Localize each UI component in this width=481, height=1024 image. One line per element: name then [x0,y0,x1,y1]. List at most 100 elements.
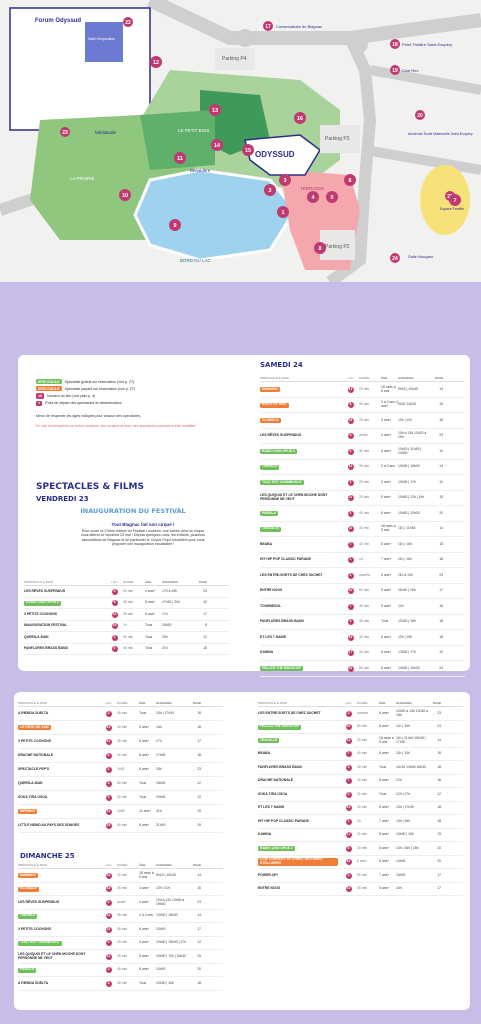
sunday-table-cont: SPECTACLE & FILM LIEU DURÉE ÂGE HORAIRES PAGE… [258,701,463,897]
show-name: TOUT EST CHAMBOULÉ [260,479,304,485]
map-label-petit-bois: LE PETIT BOIS [178,128,209,133]
page-number: 14 [439,464,443,469]
age: 4 ans+ [145,588,156,593]
schedule: 21h [162,646,168,651]
table-row: KAHINA 17 40 min 6 ans+ 13h30 | 16h 19 [258,829,463,843]
show-name: DRACHE NATIONALE [258,778,293,783]
show-name: TWINKLE [260,464,280,470]
table-row: SOKA TIRA OSOA 9 30 min Tous 12h | 17h 12 [258,788,463,802]
age: 18 mois à 5 ans [139,870,154,879]
map-location-number: 6 [348,178,351,184]
schedule: 13h30 | 17h [398,650,416,655]
duration: 50 min [357,872,368,877]
schedule: 9h15 | 10h45 [398,386,418,391]
duration: 1h30 [117,766,125,771]
duration: 30 min [357,737,368,742]
age: 3 ans+ [139,940,150,945]
table-row: QUEEN-A-MAN 3 50 min Tous 20h 12 [24,632,229,644]
show-name: BOITE DE NUIT [260,402,289,408]
schedule: 10h30 | 16h30 [398,464,420,469]
age: 8 ans+ [139,967,150,972]
page-number: 12 [437,791,441,796]
sunday-table: SPECTACLE & FILM LIEU DURÉE ÂGE HORAIRES PAGE… [18,863,223,991]
show-name: TOURNESOL [260,603,282,608]
age: 6 ans+ [139,738,150,743]
age: 4 ans+ [381,433,392,438]
page-number: 16 [439,417,443,422]
page-number: 18 [439,619,443,624]
venue-number: 7 [342,541,359,548]
table-row: LE RÊVE DE SAM 16 40 min 3 ans+ 16h 16 [18,721,223,736]
show-name: FELLED THE MONSTER [260,665,303,671]
venue-number: 2 [342,572,359,579]
header-cell: LIEU [105,701,112,705]
header-cell: ÂGE [139,701,146,705]
table-row: POWER-UP! 3 50 min 7 ans+ 16h30 17 [258,869,463,883]
duration: 50 min [359,588,370,593]
key-tag: 10 [36,393,44,399]
show-name: LES ENTRE-SORTS DE CHEZ SUCHET [260,572,323,577]
age: Tous [139,980,147,985]
show-name: LES QUIQUOI ET LE CHEN MOCHE DONT PERSON… [260,493,328,502]
age: 0 à 3 ans [381,464,395,469]
show-name: BEABA [260,541,273,546]
duration: 30 min [117,794,128,799]
page-number: 12 [203,634,207,639]
header-cell: DURÉE [117,863,128,867]
age: 6 ans+ [379,710,390,715]
table-header: SPECTACLE & FILM LIEU DURÉE ÂGE HORAIRES PAGE [18,863,223,870]
duration: 40 min [117,752,128,757]
map-location-marker [294,112,306,124]
table-row: KAHINA 17 40 min 6 ans+ 13h30 | 17h 19 [260,646,465,662]
map-label-point-theatre: Point Théâtre Saint-Exupéry [402,42,452,47]
show-name: SOKA TIRA OSOA [258,791,288,796]
table-row: TOUT EST CHAMBOULÉ 9 25 min 3 ans+ 10h30 | 1… [260,475,465,491]
duration: 50 min [357,886,368,891]
age: 5 ans+ [379,886,390,891]
schedule: 14h30 [396,859,406,864]
duration: 35 min [359,603,370,608]
key-item: SPECTACLE Spectacle gratuit sur réservati… [36,379,226,385]
duration: 40 min [359,634,370,639]
schedule: 13h | 17h30 [396,805,414,810]
duration: ouverts [357,710,369,715]
table-row: INFERNO 15 1h05 12 ans+ 21h 19 [18,805,223,820]
age: 4 ans+ [139,899,150,904]
schedule: 10h | 11h [398,417,412,422]
key-text: Spectacle gratuit sur réservation (voir … [64,379,135,384]
show-name: GLOBULE [260,417,281,423]
page-number: 20 [197,967,201,972]
schedule: 13h | 15h [398,634,413,639]
table-header: SPECTACLE & FILM LIEU DURÉE ÂGE HORAIRES PAGE [260,376,465,383]
map-location-number: 2 [268,188,271,194]
page-number: 16 [197,752,201,757]
inauguration-sub: Tout Blagnac fait son cirque ! [111,522,175,527]
age: 8 ans+ [379,778,390,783]
venue-number: 11 [347,495,354,502]
show-name: BEABA [258,751,271,756]
duration: 40 min [357,832,368,837]
table-row: SOKA TIRA OSOA 9 30 min Tous 20h30 12 [18,791,223,806]
duration: 45 min [359,510,370,515]
map-label-mediatude: Médiatude [95,130,117,135]
schedule: 11h45 | 16h [398,588,416,593]
header-cell: LIEU [345,701,352,705]
venue-number: 17 [347,650,354,657]
table-row: TWINKLE 13 35 min 0 à 3 ans 10h30 | 16h30 14 [260,460,465,476]
table-row: GLOBULE 18 25 min 3 ans+ 10h | 11h 16 [18,883,223,897]
venue-number: 15 [345,805,352,812]
schedule: 9h30 14h30 [398,402,416,407]
venue-number: 19 [105,822,112,829]
age: 5 ans+ [379,751,390,756]
map-label-salle: Salle d'exposition [88,37,115,41]
show-name: GLOBULE [18,886,39,892]
age: 8 ans+ [379,845,390,850]
show-name: 3 PETITS COCHONS [18,738,51,743]
section-title: SPECTACLES & FILMS [36,482,144,492]
header-cell: HORAIRES [156,701,172,705]
show-name: MAMMUK [18,872,38,878]
venue-number: 15 [111,623,118,630]
header-cell: PAGE [192,863,201,867]
venue-number: 7 [342,603,359,610]
page-number: 14 [439,386,443,391]
